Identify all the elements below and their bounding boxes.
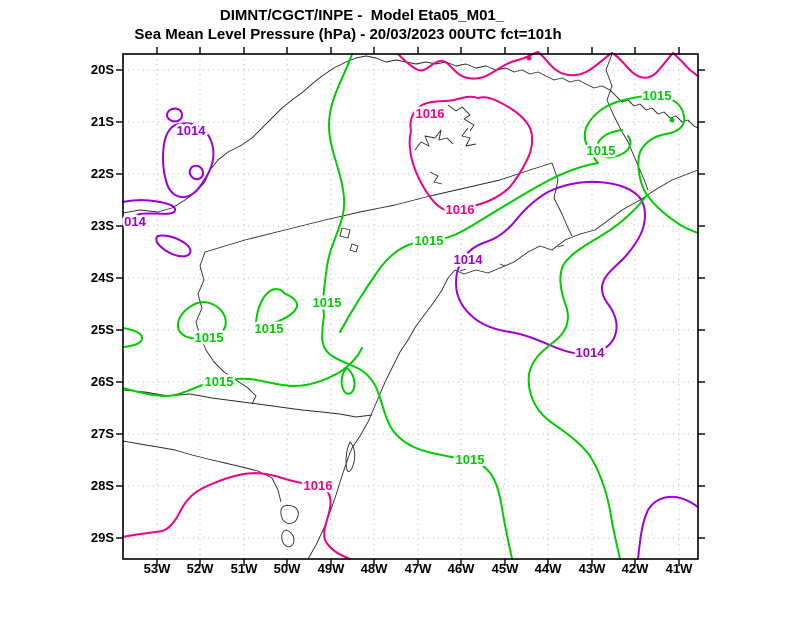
y-axis-label: 23S [91,218,114,233]
map-frame [122,53,699,560]
contour-label-1014: 1014 [454,252,484,267]
isobar-1016 [397,51,699,80]
x-axis-label: 51W [231,561,258,576]
y-axis-label: 29S [91,530,114,545]
contour-label-1015: 1015 [195,330,224,345]
contour-label-1016: 1016 [416,106,445,121]
isobar-contours [122,51,699,560]
coastline-path [429,171,443,185]
y-axis-label: 20S [91,62,114,77]
x-axis-label: 45W [492,561,519,576]
contour-label-1015: 1015 [643,88,672,103]
grid-lines [123,54,698,559]
coastline-path [195,251,257,405]
x-axis-label: 48W [361,561,388,576]
contour-value-labels: 1014 014 1014 1014 1015 1015 1015 1015 1015 1015 1… [122,86,674,496]
isobar-1015 [176,301,227,341]
coastline-path [461,127,477,147]
isobar-dot-1016 [526,55,532,61]
y-axis-label: 24S [91,270,114,285]
y-axis-label: 26S [91,374,114,389]
contour-label-1014: 1014 [576,345,606,360]
contour-label-1016: 1016 [446,202,475,217]
contour-label-1015: 1015 [587,143,616,158]
y-axis-label: 28S [91,478,114,493]
x-axis-label: 42W [622,561,649,576]
x-axis-label: 44W [535,561,562,576]
isobar-1016 [408,95,534,212]
page-title: DIMNT/CGCT/INPE - Model Eta05_M01_ [219,7,505,24]
isobar-1014 [155,234,192,258]
isobar-1014 [162,122,215,199]
coastline-path [122,55,699,214]
isobar-1015 [339,94,699,333]
contour-label-1015: 1015 [456,452,485,467]
coastline-path [280,505,299,524]
coastline-path [204,162,553,253]
contour-label-1014: 1014 [177,123,207,138]
x-axis-label: 43W [579,561,606,576]
x-axis-label: 47W [405,561,432,576]
coastline-path [345,441,356,473]
page-subtitle: Sea Mean Level Pressure (hPa) - 20/03/20… [134,26,562,43]
isobar-1014 [122,199,177,222]
contour-label-1015: 1015 [415,233,444,248]
coastline-path [122,389,373,418]
y-axis-label: 25S [91,322,114,337]
axis-ticks [116,47,705,566]
y-axis-label: 22S [91,166,114,181]
coastline-path [122,440,282,503]
contour-label-1015: 1015 [205,374,234,389]
coastline-path [605,53,649,191]
coastline-path [339,227,351,239]
axis-labels: 53W 52W 51W 50W 49W 48W 47W 46W 45W 44W 43W 42W 41W 2… [91,62,693,576]
isobar-1015 [321,53,513,560]
isobar-1015 [122,347,363,397]
plot-frame [122,53,699,560]
isobar-1014 [188,164,204,181]
x-axis-label: 41W [666,561,693,576]
isobar-1015 [527,195,647,560]
contour-label-1015: 1015 [313,295,342,310]
isobar-1015 [255,288,299,330]
coastline-borders [122,53,699,560]
x-axis-label: 53W [144,561,171,576]
coastline-path [499,263,506,267]
coastline-path [459,268,467,272]
isobar-1015 [122,327,143,348]
x-axis-label: 46W [448,561,475,576]
x-axis-label: 52W [187,561,214,576]
x-axis-label: 49W [318,561,345,576]
coastline-path [307,169,699,560]
isobar-1014 [455,180,646,356]
contour-label-1015: 1015 [255,321,284,336]
x-axis-label: 50W [274,561,301,576]
coastline-path [447,104,475,132]
y-axis-label: 21S [91,114,114,129]
isobar-1016 [122,472,351,560]
y-axis-label: 27S [91,426,114,441]
coastline-path [414,129,454,151]
isobar-1015 [595,129,632,159]
isobar-1014 [637,495,699,560]
coastline-path [349,243,359,253]
isobar-1015 [340,367,356,395]
coastline-path [557,244,565,248]
coastline-path [281,529,295,548]
isobar-1014 [166,107,183,123]
isobar-dot-1015 [669,117,675,123]
contour-label-1016: 1016 [304,478,333,493]
contour-label-1014: 014 [124,214,146,229]
